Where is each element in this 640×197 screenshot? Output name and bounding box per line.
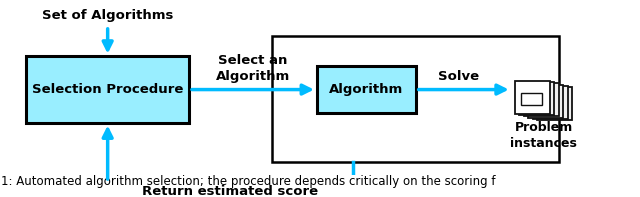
Bar xyxy=(521,93,542,105)
Bar xyxy=(519,82,554,115)
Bar xyxy=(524,83,559,116)
Bar xyxy=(528,85,563,118)
Text: Selection Procedure: Selection Procedure xyxy=(32,83,183,96)
Text: 1: Automated algorithm selection; the procedure depends critically on the scorin: 1: Automated algorithm selection; the pr… xyxy=(1,175,495,188)
Bar xyxy=(532,86,568,119)
Bar xyxy=(26,57,189,123)
Text: Algorithm: Algorithm xyxy=(329,83,403,96)
Text: Set of Algorithms: Set of Algorithms xyxy=(42,9,173,22)
Text: Problem
instances: Problem instances xyxy=(510,121,577,150)
Bar xyxy=(317,66,416,113)
Bar xyxy=(272,36,559,162)
Bar xyxy=(537,87,572,120)
Text: Solve: Solve xyxy=(438,70,479,83)
Text: Return estimated score: Return estimated score xyxy=(142,185,318,197)
Bar xyxy=(515,81,550,114)
Text: Select an
Algorithm: Select an Algorithm xyxy=(216,54,290,83)
